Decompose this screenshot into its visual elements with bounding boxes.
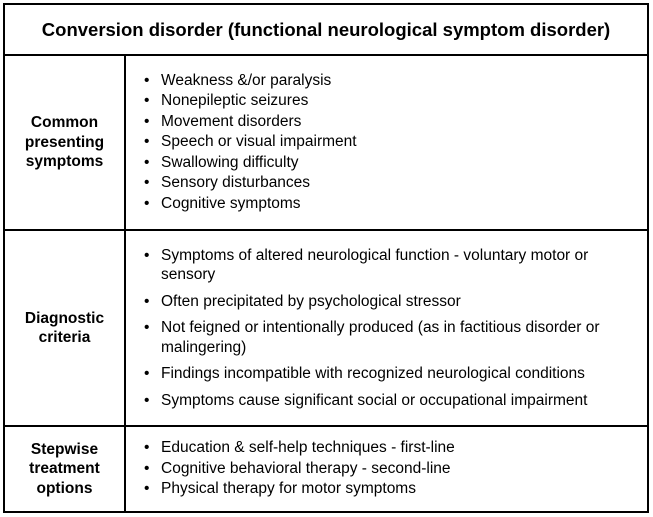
table-row-common-symptoms: Common presenting symptoms Weakness &/or… [5,56,647,231]
list-item: Symptoms of altered neurological functio… [144,246,641,285]
list-item: Not feigned or intentionally produced (a… [144,318,641,357]
row-label-line: presenting [24,133,105,151]
list-item: Weakness &/or paralysis [144,71,641,92]
list-item: Cognitive behavioral therapy - second-li… [144,459,641,480]
list-item: Speech or visual impairment [144,132,641,153]
row-label-line: treatment [29,460,100,478]
row-label-line: Stepwise [30,440,99,458]
list-item: Often precipitated by psychological stre… [144,292,641,312]
list-item: Symptoms cause significant social or occ… [144,391,641,411]
row-label-treatment-options: Stepwise treatment options [5,427,126,511]
table-row-treatment-options: Stepwise treatment options Education & s… [5,427,647,511]
criteria-list: Symptoms of altered neurological functio… [144,246,641,411]
list-item: Movement disorders [144,112,641,133]
row-label-line: Common [30,114,99,132]
list-item: Findings incompatible with recognized ne… [144,364,641,384]
row-label-line: Diagnostic [24,309,105,327]
table-row-diagnostic-criteria: Diagnostic criteria Symptoms of altered … [5,231,647,427]
list-item: Swallowing difficulty [144,153,641,174]
row-content-diagnostic-criteria: Symptoms of altered neurological functio… [126,231,647,425]
symptom-list: Weakness &/or paralysis Nonepileptic sei… [144,71,641,215]
list-item: Cognitive symptoms [144,194,641,215]
table-title: Conversion disorder (functional neurolog… [5,5,647,56]
row-content-common-symptoms: Weakness &/or paralysis Nonepileptic sei… [126,56,647,229]
row-label-common-symptoms: Common presenting symptoms [5,56,126,229]
list-item: Physical therapy for motor symptoms [144,479,641,500]
list-item: Sensory disturbances [144,173,641,194]
row-label-line: criteria [38,329,91,346]
treatment-list: Education & self-help techniques - first… [144,438,641,500]
row-label-diagnostic-criteria: Diagnostic criteria [5,231,126,425]
info-table: Conversion disorder (functional neurolog… [3,3,649,513]
list-item: Education & self-help techniques - first… [144,438,641,459]
row-content-treatment-options: Education & self-help techniques - first… [126,427,647,511]
row-label-line: options [36,479,93,497]
row-label-line: symptoms [25,153,104,171]
list-item: Nonepileptic seizures [144,91,641,112]
